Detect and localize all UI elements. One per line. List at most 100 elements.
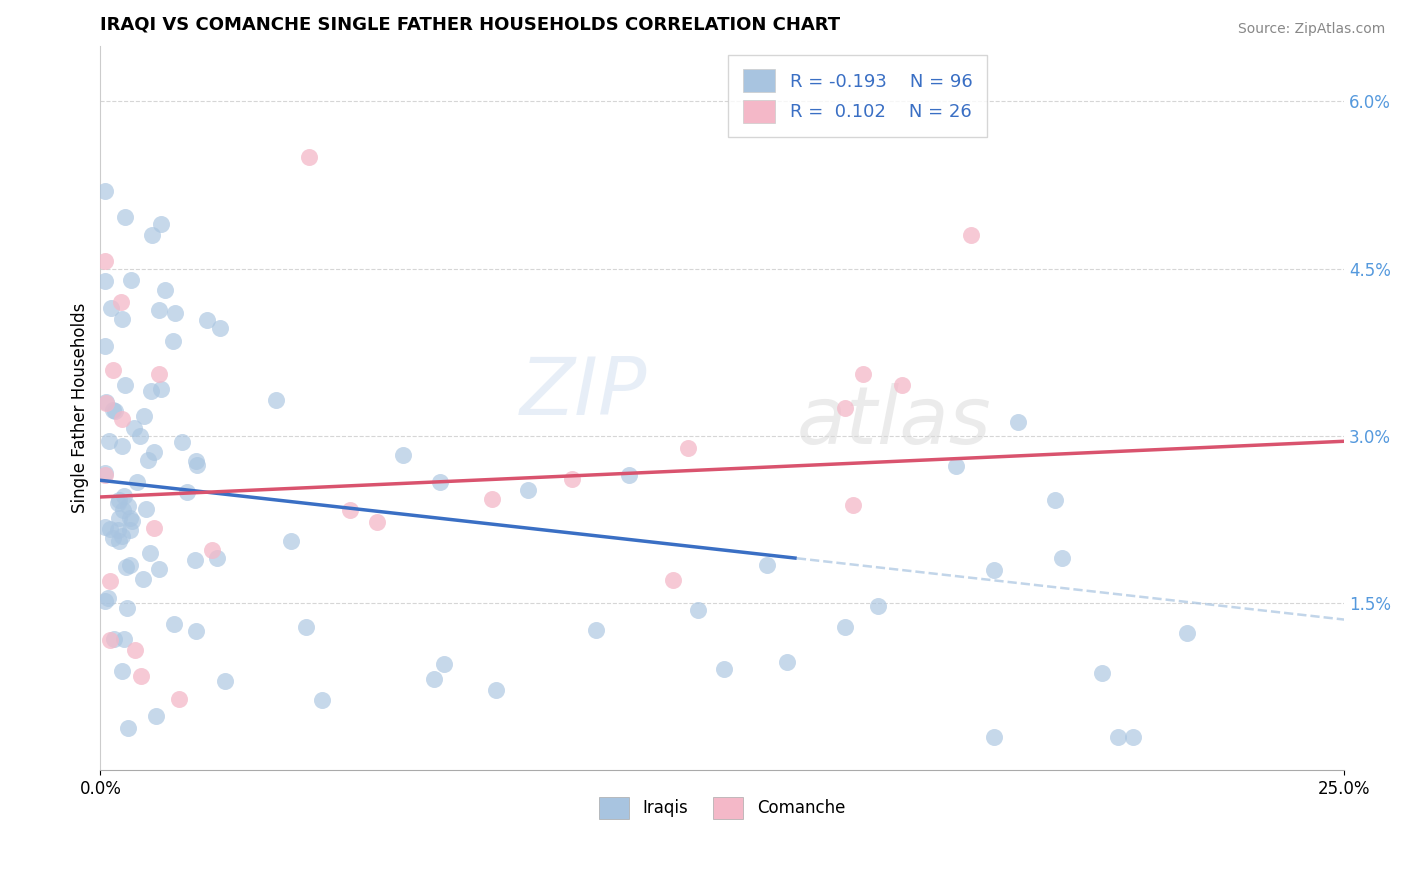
Point [120, 273, 142, 287]
Point [107, 523, 129, 537]
Point [111, 312, 134, 326]
Point [97, 591, 120, 606]
Point [150, 382, 173, 396]
Text: Source: ZipAtlas.com: Source: ZipAtlas.com [1237, 22, 1385, 37]
Point [295, 620, 318, 634]
Point [149, 217, 172, 231]
Point [165, 306, 187, 320]
Point [111, 412, 134, 426]
Point [94, 466, 117, 480]
Legend: Iraqis, Comanche: Iraqis, Comanche [591, 789, 853, 827]
Point [98, 633, 121, 648]
Point [423, 672, 446, 686]
Text: ZIP: ZIP [520, 354, 648, 433]
Point [94, 274, 117, 288]
Point [366, 515, 388, 529]
Point [98, 434, 121, 449]
Point [139, 384, 162, 398]
Point [184, 454, 207, 468]
Point [960, 228, 983, 243]
Point [110, 529, 132, 543]
Point [1043, 493, 1066, 508]
Point [201, 543, 224, 558]
Point [205, 550, 228, 565]
Point [101, 531, 124, 545]
Point [129, 669, 152, 683]
Point [1090, 666, 1112, 681]
Point [122, 421, 145, 435]
Point [129, 429, 152, 443]
Point [264, 392, 287, 407]
Point [433, 657, 456, 671]
Point [107, 495, 129, 509]
Point [94, 594, 117, 608]
Point [94, 254, 117, 268]
Point [110, 295, 132, 310]
Point [142, 521, 165, 535]
Point [138, 546, 160, 560]
Point [481, 491, 503, 506]
Point [429, 475, 451, 489]
Point [1107, 730, 1129, 744]
Point [170, 435, 193, 450]
Point [983, 730, 1005, 744]
Point [101, 363, 124, 377]
Point [298, 150, 321, 164]
Point [141, 228, 163, 243]
Text: atlas: atlas [797, 384, 991, 461]
Point [1122, 730, 1144, 744]
Point [339, 503, 361, 517]
Point [103, 403, 125, 417]
Point [891, 377, 914, 392]
Point [112, 489, 135, 503]
Point [125, 475, 148, 490]
Point [834, 620, 856, 634]
Point [94, 395, 117, 409]
Point [841, 498, 863, 512]
Point [94, 519, 117, 533]
Point [136, 453, 159, 467]
Point [117, 721, 139, 735]
Y-axis label: Single Father Households: Single Father Households [72, 302, 89, 513]
Point [195, 312, 218, 326]
Point [121, 514, 143, 528]
Point [163, 617, 186, 632]
Point [153, 283, 176, 297]
Point [111, 439, 134, 453]
Point [100, 301, 122, 316]
Point [143, 444, 166, 458]
Point [713, 662, 735, 676]
Point [114, 377, 136, 392]
Point [208, 321, 231, 335]
Point [776, 655, 799, 669]
Point [98, 574, 121, 588]
Point [94, 467, 117, 482]
Point [115, 559, 138, 574]
Point [280, 533, 302, 548]
Point [1050, 550, 1073, 565]
Point [118, 523, 141, 537]
Point [104, 404, 127, 418]
Point [148, 368, 170, 382]
Point [834, 401, 856, 415]
Point [183, 553, 205, 567]
Point [167, 692, 190, 706]
Point [135, 501, 157, 516]
Point [214, 674, 236, 689]
Point [134, 409, 156, 423]
Point [115, 600, 138, 615]
Point [1175, 625, 1198, 640]
Point [852, 367, 875, 381]
Point [186, 458, 208, 472]
Point [111, 664, 134, 678]
Point [176, 485, 198, 500]
Point [1007, 415, 1029, 429]
Point [585, 623, 607, 637]
Point [108, 510, 131, 524]
Point [132, 572, 155, 586]
Point [983, 564, 1005, 578]
Point [112, 632, 135, 646]
Point [184, 624, 207, 638]
Point [688, 603, 710, 617]
Point [162, 334, 184, 348]
